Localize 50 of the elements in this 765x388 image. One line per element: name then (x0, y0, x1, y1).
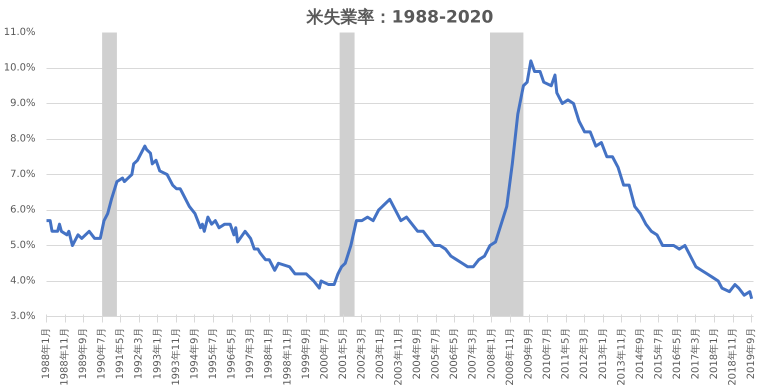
x-tick-label: 2004年9月 (411, 328, 424, 380)
x-tick-label: 2005年7月 (430, 328, 442, 380)
y-tick-label: 11.0% (4, 27, 36, 38)
x-tick-label: 2008年1月 (485, 328, 498, 380)
x-tick-label: 2007年3月 (466, 328, 479, 380)
x-tick-label: 1992年3月 (132, 328, 145, 380)
x-tick-label: 1988年11月 (58, 327, 71, 386)
x-tick-label: 1993年11月 (170, 327, 182, 386)
x-tick-label: 2002年3月 (355, 328, 368, 380)
x-tick-label: 1997年3月 (244, 328, 256, 380)
x-tick-label: 1990年7月 (96, 328, 108, 380)
y-tick-label: 10.0% (4, 62, 36, 74)
x-tick-label: 2000年7月 (318, 328, 330, 380)
y-tick-label: 6.0% (10, 204, 36, 216)
x-tick-label: 1989年9月 (77, 328, 90, 380)
x-tick-label: 2011年5月 (560, 328, 572, 380)
x-tick-label: 2018年11月 (726, 327, 739, 386)
x-tick-label: 1998年1月 (262, 328, 275, 380)
x-tick-label: 2008年11月 (504, 327, 516, 386)
y-tick-label: 9.0% (10, 98, 36, 109)
x-tick-label: 2018年1月 (708, 328, 720, 380)
y-tick-label: 7.0% (10, 169, 36, 180)
x-tick-label: 1998年11月 (281, 327, 294, 386)
x-tick-label: 1988年1月 (40, 328, 52, 380)
x-tick-label: 2013年1月 (596, 328, 609, 380)
x-tick-label: 1999年9月 (300, 328, 312, 380)
x-tick-label: 2019年9月 (745, 328, 758, 380)
x-tick-label: 2001年5月 (336, 328, 349, 380)
x-tick-label: 1993年1月 (151, 328, 164, 380)
x-tick-label: 2010年7月 (540, 328, 553, 380)
x-tick-label: 2016年5月 (670, 328, 683, 380)
x-tick-label: 2014年9月 (634, 328, 646, 380)
x-tick-label: 2009年9月 (522, 328, 535, 380)
x-tick-label: 2006年5月 (448, 328, 460, 380)
y-tick-label: 8.0% (10, 134, 36, 144)
y-tick-label: 4.0% (10, 276, 36, 286)
line-series (46, 59, 754, 300)
x-tick-label: 2015年7月 (652, 328, 664, 380)
chart-title: 米失業率：1988-2020 (306, 8, 494, 28)
x-tick-label: 2017年3月 (689, 328, 702, 380)
x-tick-label: 1991年5月 (114, 328, 126, 380)
y-tick-label: 5.0% (10, 240, 36, 251)
x-tick-label: 1996年5月 (226, 328, 238, 380)
x-tick-label: 2013年11月 (615, 327, 628, 386)
x-tick-label: 2003年11月 (392, 327, 405, 386)
x-tick-label: 2003年1月 (374, 328, 386, 380)
x-tick-label: 1995年7月 (206, 328, 219, 380)
x-tick-label: 2012年3月 (578, 328, 590, 380)
y-tick-label: 3.0% (10, 311, 36, 322)
x-tick-label: 1994年9月 (188, 328, 200, 380)
